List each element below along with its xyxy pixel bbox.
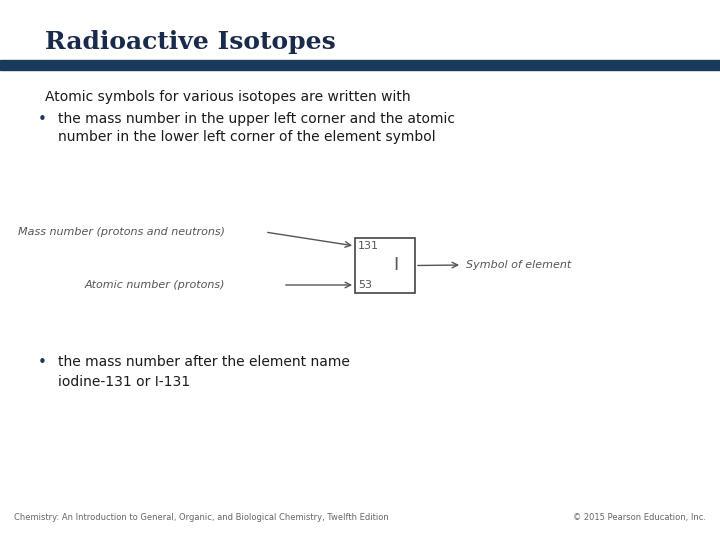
Text: •: •	[38, 355, 47, 370]
Text: iodine-131 or I-131: iodine-131 or I-131	[58, 375, 190, 389]
Text: Symbol of element: Symbol of element	[466, 260, 571, 270]
Text: Atomic symbols for various isotopes are written with: Atomic symbols for various isotopes are …	[45, 90, 410, 104]
Text: 131: 131	[358, 241, 379, 251]
Text: 53: 53	[358, 280, 372, 290]
Bar	[355, 238, 415, 293]
Text: Radioactive Isotopes: Radioactive Isotopes	[45, 30, 336, 54]
Text: © 2015 Pearson Education, Inc.: © 2015 Pearson Education, Inc.	[573, 513, 706, 522]
Bar	[0, 60, 720, 70]
Text: •: •	[38, 112, 47, 127]
Text: number in the lower left corner of the element symbol: number in the lower left corner of the e…	[58, 130, 436, 144]
Text: Chemistry: An Introduction to General, Organic, and Biological Chemistry, Twelft: Chemistry: An Introduction to General, O…	[14, 513, 389, 522]
Text: I: I	[393, 256, 398, 274]
Text: the mass number after the element name: the mass number after the element name	[58, 355, 350, 369]
Text: Mass number (protons and neutrons): Mass number (protons and neutrons)	[18, 227, 225, 237]
Text: the mass number in the upper left corner and the atomic: the mass number in the upper left corner…	[58, 112, 455, 126]
Text: Atomic number (protons): Atomic number (protons)	[85, 280, 225, 290]
